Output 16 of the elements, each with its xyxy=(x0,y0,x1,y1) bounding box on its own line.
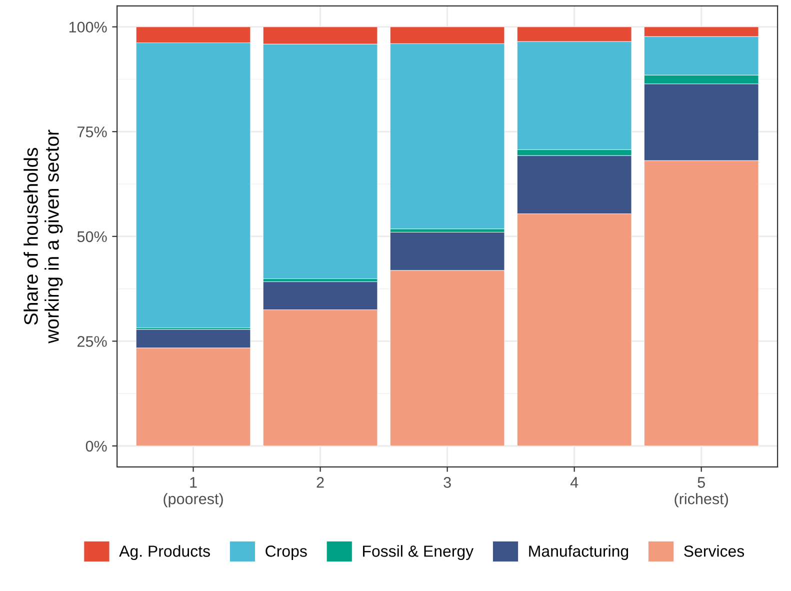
legend-label: Crops xyxy=(266,546,307,560)
x-tick-label: 1 (poorest) xyxy=(164,477,223,508)
y-tick-label: 100% xyxy=(69,22,107,33)
legend-label: Fossil & Energy xyxy=(363,545,474,560)
x-tick-label: 3 xyxy=(444,477,451,488)
y-tick-label: 50% xyxy=(77,231,107,242)
y-tick-label: 0% xyxy=(86,440,107,452)
x-tick-label: 2 xyxy=(316,477,324,488)
y-tick-label: 25% xyxy=(78,336,107,347)
y-tick-label: 75% xyxy=(78,126,107,138)
y-axis-title: Share of households working in a given sector xyxy=(24,130,63,344)
x-tick-label: 4 xyxy=(570,477,578,488)
legend-label: Manufacturing xyxy=(529,545,628,560)
x-tick-label: 5 (richest) xyxy=(674,477,728,508)
legend-label: Services xyxy=(684,545,744,557)
legend-label: Ag. Products xyxy=(119,545,210,560)
